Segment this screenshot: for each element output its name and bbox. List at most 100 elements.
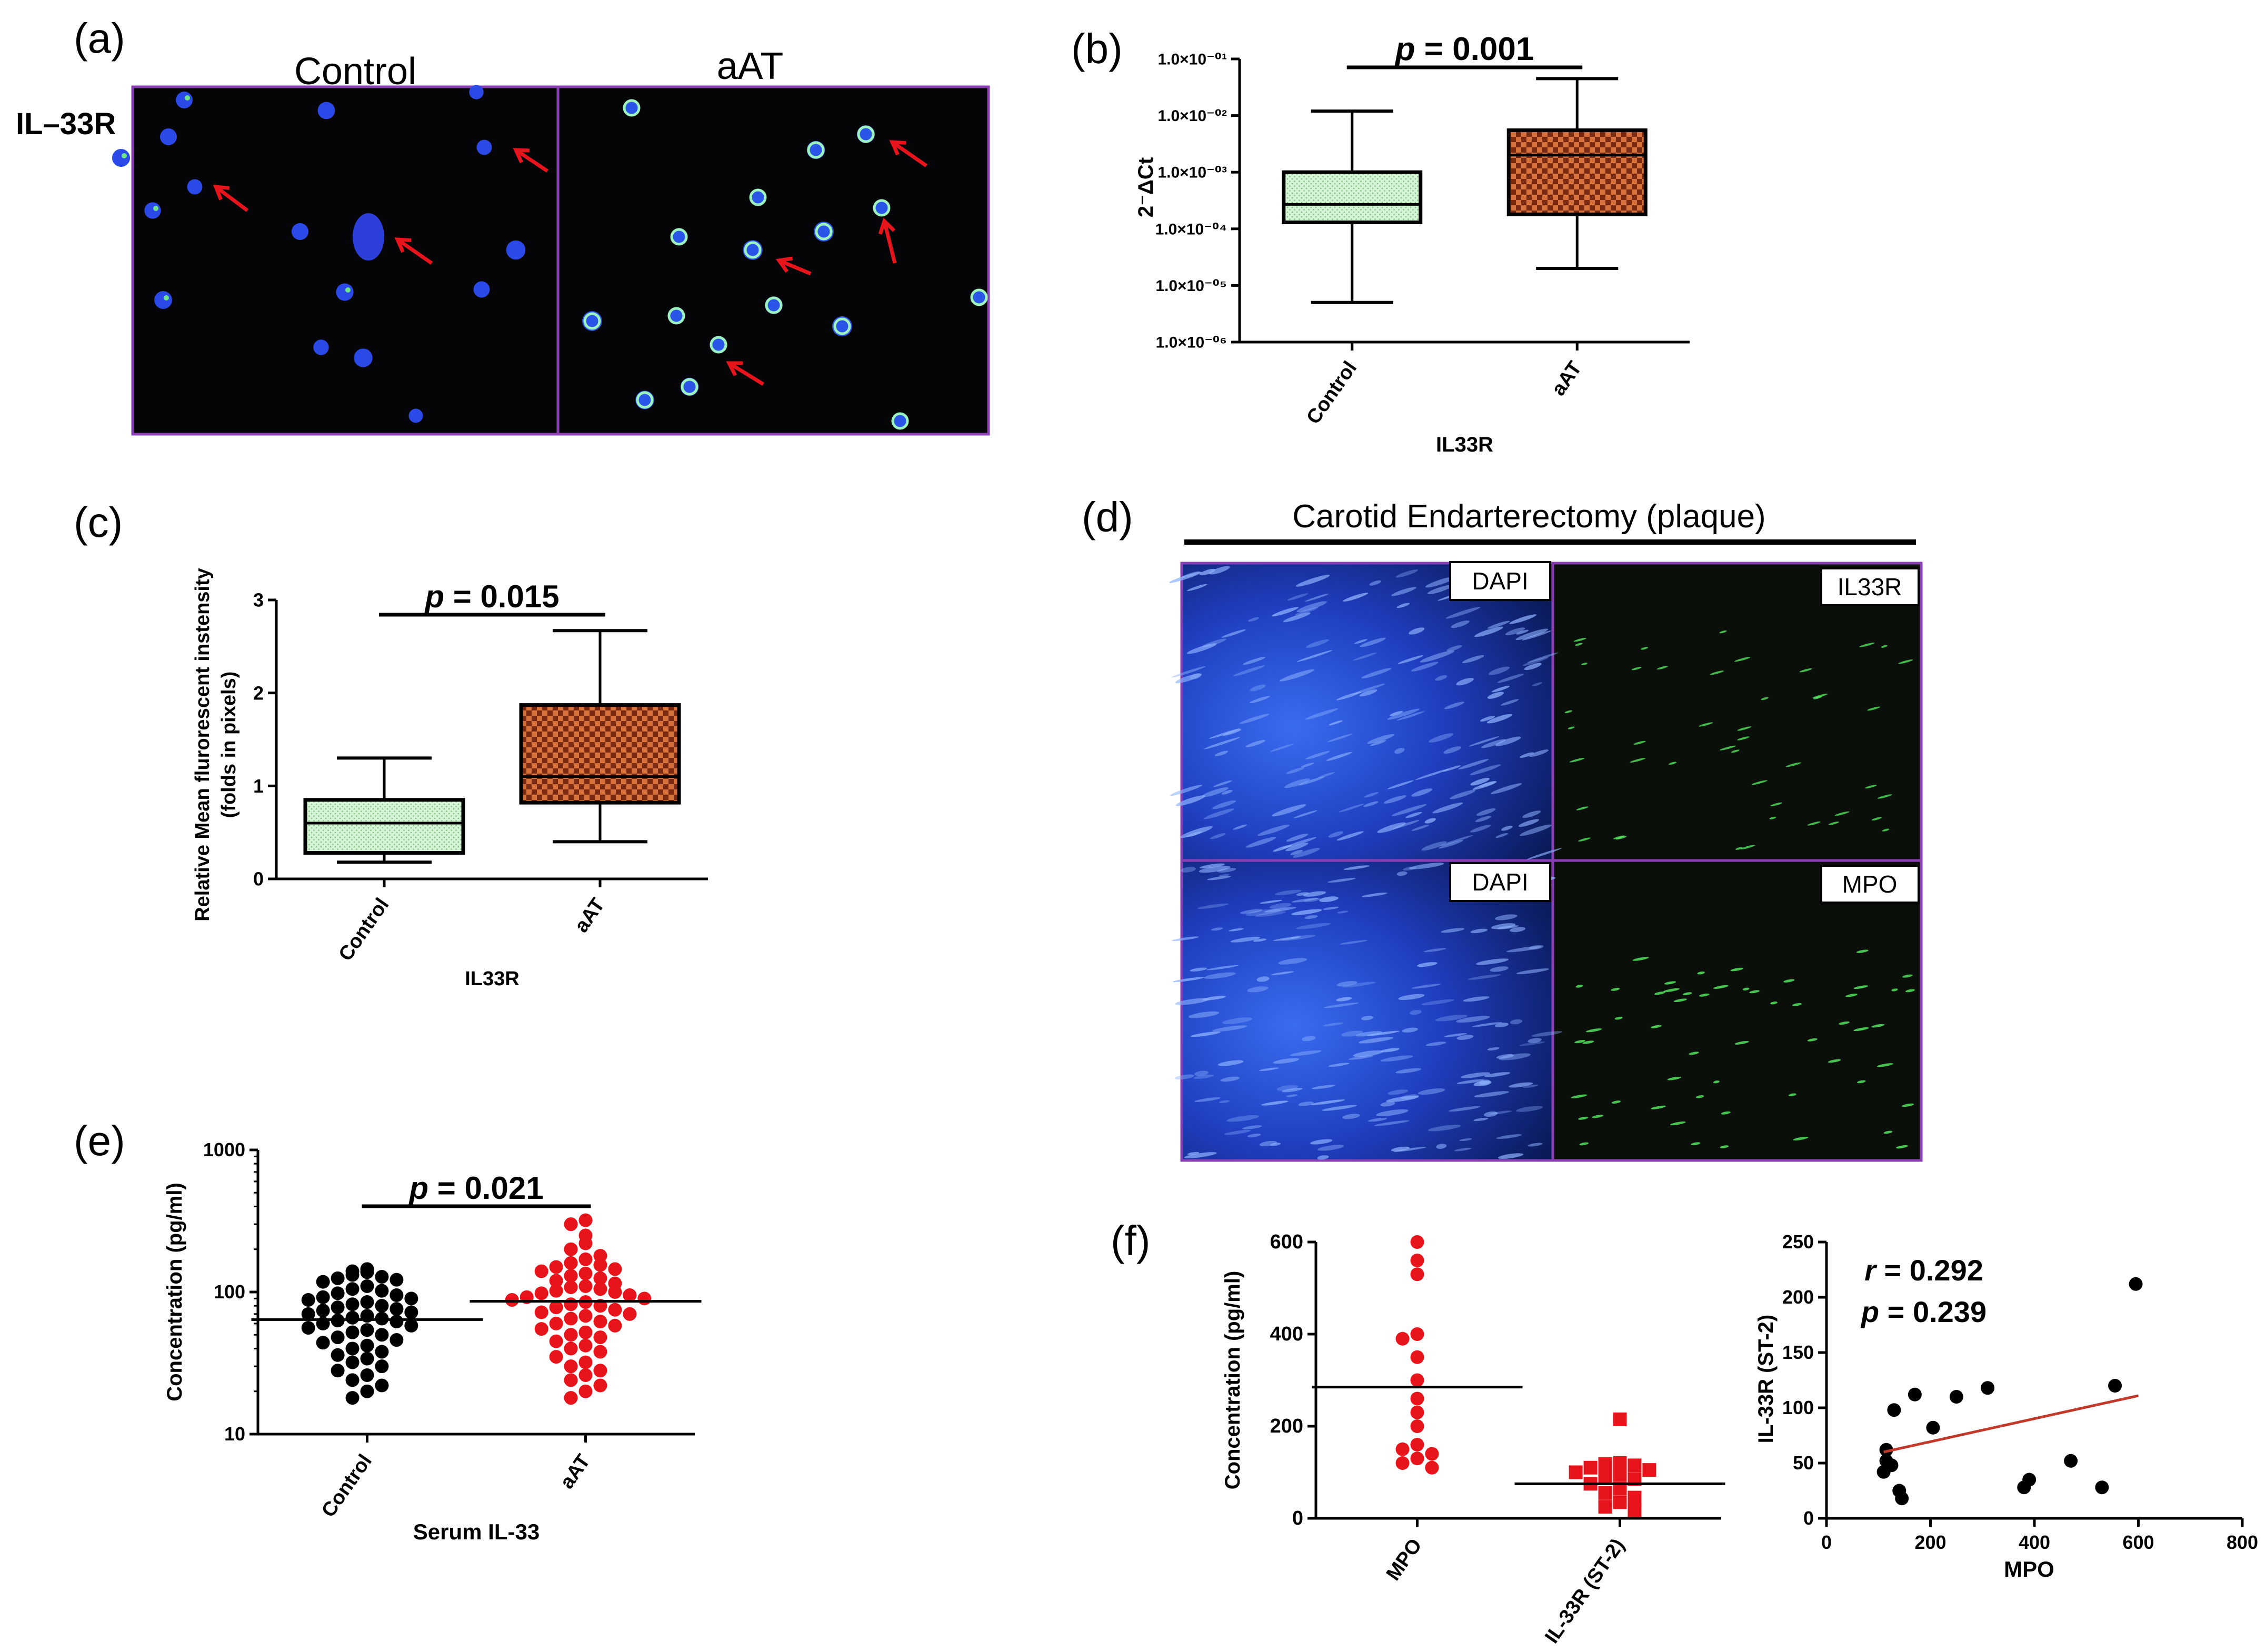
data-point (564, 1311, 578, 1326)
il33r-stain (1813, 696, 1822, 699)
data-point (578, 1355, 593, 1369)
il33r-stain (1641, 647, 1649, 650)
dapi-streak (1439, 840, 1463, 849)
dapi-streak (1450, 789, 1476, 799)
dapi-streak (1342, 982, 1376, 988)
dapi-streak (1180, 867, 1196, 873)
dapi-streak (1293, 810, 1317, 818)
dapi-streak (1190, 1032, 1221, 1037)
data-point (345, 1355, 360, 1369)
mpo-stain (1689, 1052, 1699, 1055)
panel-label-b: (b) (1071, 25, 1123, 72)
dapi-streak (1219, 874, 1230, 877)
data-point (301, 1293, 315, 1307)
dapi-streak (1385, 1096, 1419, 1103)
y-tick-label: 0 (1803, 1507, 1814, 1529)
dapi-streak (1194, 1070, 1209, 1076)
data-point (564, 1217, 578, 1232)
data-point (1395, 1442, 1410, 1456)
data-point (390, 1302, 404, 1316)
data-point (1598, 1500, 1612, 1514)
dapi-streak (1516, 968, 1550, 975)
dapi-streak (1242, 1125, 1262, 1129)
data-point (564, 1341, 578, 1356)
dapi-streak (1204, 972, 1236, 979)
dapi-streak (1395, 1068, 1422, 1074)
data-point (1628, 1458, 1642, 1473)
data-point (578, 1384, 593, 1398)
dapi-streak (1458, 759, 1489, 770)
dapi-streak (1328, 831, 1344, 838)
il33r-stain (1828, 822, 1839, 825)
dapi-streak (1421, 841, 1447, 851)
nucleus-control (154, 291, 172, 309)
data-point (549, 1334, 563, 1348)
dapi-streak (1190, 673, 1202, 679)
data-point (1884, 1458, 1899, 1473)
panel-f-dotplot: 600 400 200 0 MPO IL-33R (ST-2) Concentration … (1221, 1231, 1725, 1647)
il33r-signal-aat (681, 378, 698, 396)
il33r-stain (1834, 811, 1850, 816)
dapi-streak (1246, 837, 1276, 848)
nucleus-control (408, 408, 423, 423)
mpo-stain (1895, 1145, 1908, 1149)
dapi-streak (1473, 1080, 1492, 1087)
red-arrow-head (889, 140, 906, 156)
mpo-stain (1807, 1038, 1818, 1042)
dapi-streak (1296, 601, 1327, 613)
data-point (564, 1359, 578, 1374)
label-dapi-bottom: DAPI (1472, 868, 1528, 896)
data-point (2095, 1480, 2109, 1495)
data-point (1410, 1405, 1424, 1419)
red-arrow-head (878, 217, 896, 235)
dapi-streak (1273, 845, 1292, 852)
y-tick-label: 1.0×10⁻⁰⁶ (1156, 334, 1227, 352)
dapi-streak (1532, 682, 1542, 687)
panel-label-f: (f) (1111, 1217, 1151, 1264)
data-point (2129, 1277, 2143, 1291)
dapi-streak (1219, 1100, 1230, 1104)
dapi-streak (1403, 866, 1416, 871)
dapi-streak (1247, 986, 1269, 993)
il33r-stain (1859, 643, 1875, 647)
il33r-signal-aat (833, 317, 851, 335)
nucleus-control (506, 240, 526, 260)
x-axis-label: IL33R (465, 968, 519, 990)
dapi-streak (1253, 938, 1267, 942)
dapi-streak (1175, 998, 1210, 1005)
dapi-streak (1229, 928, 1244, 932)
data-point (375, 1359, 389, 1374)
dapi-streak (1444, 702, 1465, 709)
dapi-streak (1354, 639, 1367, 644)
dapi-streak (1425, 576, 1455, 588)
data-point (360, 1265, 374, 1279)
il33r-stain (1578, 837, 1591, 842)
dapi-streak (1520, 752, 1534, 758)
dapi-streak (1245, 908, 1281, 916)
dapi-streak (1310, 1099, 1345, 1105)
mpo-stain (1611, 988, 1620, 991)
dapi-streak (1224, 1130, 1251, 1135)
y-tick-label: 1000 (203, 1139, 245, 1160)
dapi-streak (1233, 824, 1247, 830)
mpo-stain (1853, 1027, 1869, 1032)
data-point (375, 1270, 389, 1284)
dapi-streak (1291, 909, 1322, 915)
il33r-signal-aat (815, 223, 833, 241)
data-point (1410, 1438, 1424, 1451)
il33r-stain (1576, 806, 1589, 810)
dapi-streak (1445, 607, 1481, 619)
red-arrow (891, 141, 927, 167)
data-point (1613, 1495, 1627, 1509)
panel-f-correlation: 0 50 100 150 200 250 0 200 400 600 800 r = 0.292 p =… (1754, 1231, 2258, 1581)
data-point (593, 1378, 607, 1393)
il33r-stain (1631, 667, 1642, 670)
p-value-label: p = 0.239 (1860, 1295, 1987, 1328)
mpo-stain (1871, 1024, 1885, 1028)
il33r-stain (1630, 758, 1646, 763)
data-point (564, 1280, 578, 1294)
panel-a-row-label: IL–33R (16, 107, 116, 141)
dapi-streak (1343, 865, 1370, 870)
dapi-streak (1336, 831, 1364, 841)
data-point (375, 1328, 389, 1342)
